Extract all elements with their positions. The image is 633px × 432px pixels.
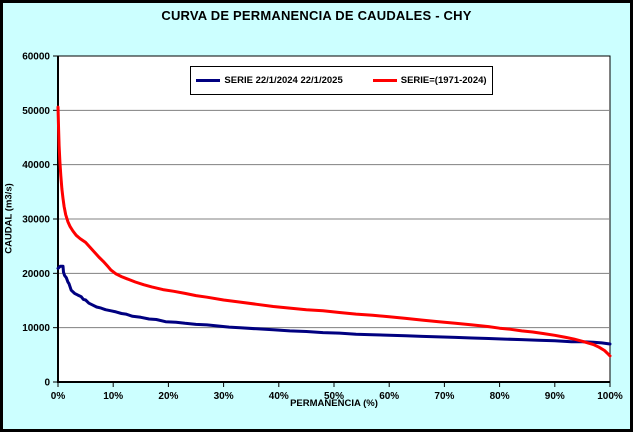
x-tick-label: 100%: [597, 391, 623, 402]
x-axis-title: PERMANENCIA (%): [290, 398, 378, 409]
legend-item-series1: SERIE 22/1/2024 22/1/2025: [196, 75, 343, 86]
y-tick-label: 10000: [22, 323, 50, 334]
y-tick-label: 0: [44, 378, 50, 389]
legend-label-series1: SERIE 22/1/2024 22/1/2025: [224, 75, 343, 86]
y-tick-label: 20000: [22, 269, 50, 280]
x-tick-label: 50%: [324, 391, 344, 402]
y-tick-label: 60000: [22, 52, 50, 63]
series1-line-swatch: [196, 79, 221, 82]
legend-item-series2: SERIE=(1971-2024): [372, 75, 487, 86]
x-tick-label: 10%: [103, 391, 123, 402]
x-tick-label: 60%: [379, 391, 399, 402]
x-tick-label: 40%: [269, 391, 289, 402]
x-tick-label: 80%: [490, 391, 510, 402]
x-tick-label: 70%: [434, 391, 454, 402]
y-axis-title: CAUDAL (m3/s): [3, 183, 15, 254]
series-line-2: [56, 105, 612, 358]
y-tick-label: 50000: [22, 106, 50, 117]
y-tick-label: 30000: [22, 215, 50, 226]
series2-line-swatch: [372, 79, 397, 82]
y-tick-label: 40000: [22, 160, 50, 171]
chart-title: CURVA DE PERMANENCIA DE CAUDALES - CHY: [161, 8, 472, 23]
legend: SERIE 22/1/2024 22/1/2025 SERIE=(1971-20…: [190, 66, 493, 95]
x-tick-label: 90%: [545, 391, 565, 402]
x-tick-label: 0%: [51, 391, 66, 402]
legend-label-series2: SERIE=(1971-2024): [400, 75, 487, 86]
x-tick-label: 20%: [158, 391, 178, 402]
x-tick-label: 30%: [214, 391, 234, 402]
series-line-1: [56, 264, 612, 346]
